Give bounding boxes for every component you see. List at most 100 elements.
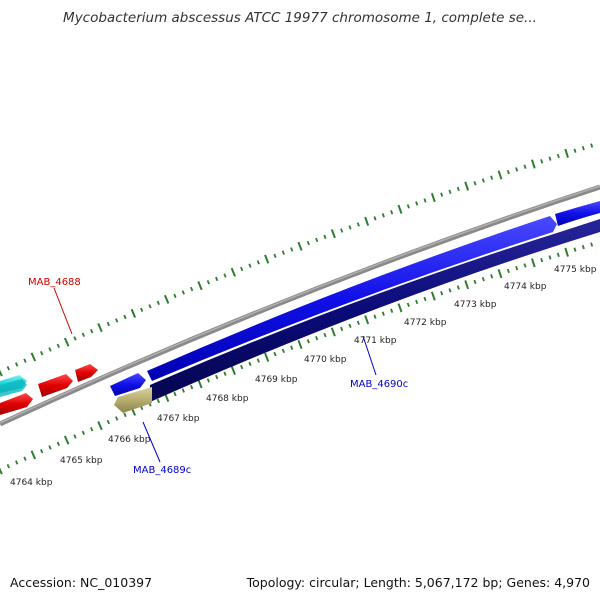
inner-ring-tick (573, 247, 577, 252)
outer-ring-tick (63, 337, 70, 347)
mab-4688-connector (53, 287, 73, 335)
gene-label-mab-4689c[interactable]: MAB_4689c (133, 465, 191, 476)
inner-ring-tick (348, 323, 352, 329)
gene-red-left-2[interactable] (38, 374, 73, 397)
outer-ring-tick (373, 216, 377, 221)
inner-ring-tick (290, 345, 294, 350)
inner-ring-tick (206, 378, 210, 383)
outer-ring-tick (430, 193, 436, 203)
inner-ring-tick (497, 269, 503, 279)
inner-ring-tick (330, 327, 336, 337)
inner-ring-tick (0, 467, 3, 475)
inner-ring-tick (464, 280, 470, 290)
outer-ring-tick (0, 369, 3, 377)
outer-ring-tick (448, 189, 452, 194)
tick-label-4770: 4770 kbp (304, 355, 347, 365)
inner-ring-tick (240, 364, 244, 370)
inner-ring-tick (106, 419, 110, 425)
inner-ring-tick (406, 302, 410, 308)
tick-label-4773: 4773 kbp (454, 300, 497, 310)
outer-ring-tick (23, 358, 27, 363)
outer-ring-tick (6, 366, 10, 371)
inner-ring-tick (364, 315, 370, 325)
gene-khaki-mab-4689c[interactable] (114, 387, 152, 413)
tick-label-4769: 4769 kbp (255, 375, 298, 385)
inner-ring-tick (390, 308, 394, 313)
inner-ring-tick (281, 348, 285, 354)
inner-tick-ring (0, 242, 594, 475)
outer-ring-tick (473, 181, 477, 186)
inner-ring-tick (97, 421, 103, 431)
tick-label-4765: 4765 kbp (60, 456, 103, 466)
gene-label-mab-4690c[interactable]: MAB_4690c (350, 379, 408, 390)
outer-ring-tick (540, 159, 544, 164)
inner-ring-tick (540, 257, 544, 263)
genome-summary-text: Topology: circular; Length: 5,067,172 bp… (246, 575, 590, 590)
inner-ring-tick (556, 252, 560, 258)
outer-ring-tick (406, 204, 410, 209)
gene-label-mab-4688[interactable]: MAB_4688 (28, 277, 81, 288)
gene-navy-mab-4690c[interactable] (150, 219, 600, 402)
inner-ring-tick (256, 358, 260, 363)
inner-ring-tick (173, 391, 177, 397)
tick-label-4771: 4771 kbp (354, 336, 397, 346)
outer-ring-tick (323, 234, 327, 239)
inner-ring-tick (223, 371, 227, 376)
outer-ring-tick (297, 241, 303, 251)
gene-blue-long[interactable] (147, 216, 557, 381)
inner-ring-tick (323, 332, 327, 338)
outer-ring-tick (190, 286, 194, 292)
gene-blue-small[interactable] (110, 373, 146, 396)
outer-ring-tick (173, 293, 177, 299)
tick-label-4764: 4764 kbp (10, 478, 53, 488)
outer-ring-tick (156, 300, 160, 306)
inner-ring-tick (30, 450, 37, 460)
tick-label-4766: 4766 kbp (108, 435, 151, 445)
outer-ring-tick (397, 204, 403, 214)
inner-ring-tick (181, 388, 185, 393)
outer-ring-tick (123, 314, 127, 320)
outer-ring-tick (281, 250, 285, 255)
outer-ring-tick (73, 336, 77, 341)
accession-text: Accession: NC_010397 (10, 575, 153, 590)
inner-ring-tick (340, 326, 344, 332)
inner-ring-tick (15, 460, 19, 465)
outer-ring-tick (573, 148, 577, 153)
inner-ring-tick (581, 244, 585, 250)
inner-ring-tick (156, 398, 160, 404)
outer-ring-tick (381, 213, 385, 218)
outer-ring-tick (481, 178, 485, 183)
outer-ring-tick (564, 148, 569, 158)
inner-ring-tick (481, 276, 485, 282)
inner-ring-tick (440, 291, 444, 296)
outer-ring-tick (206, 280, 210, 285)
outer-ring-tick (130, 308, 137, 318)
outer-ring-tick (40, 350, 44, 356)
inner-ring-tick (73, 434, 77, 439)
gene-red-left-3[interactable] (75, 364, 98, 382)
backbone-highlight (0, 185, 600, 424)
outer-ring-tick (390, 210, 394, 215)
outer-ring-tick (256, 260, 260, 265)
inner-ring-tick (506, 268, 510, 274)
outer-ring-tick (330, 229, 336, 239)
gene-cyan-left[interactable] (0, 375, 27, 397)
outer-ring-tick (148, 304, 152, 309)
outer-ring-tick (556, 153, 560, 159)
inner-ring-tick (123, 412, 127, 418)
inner-ring-tick (564, 247, 569, 257)
inner-ring-tick (40, 449, 44, 454)
outer-ring-tick (506, 169, 510, 175)
outer-ring-tick (497, 170, 503, 180)
inner-ring-tick (430, 291, 436, 301)
inner-ring-tick (315, 336, 319, 341)
gene-blue-right[interactable] (555, 201, 600, 226)
gene-red-left-1[interactable] (0, 393, 33, 415)
inner-ring-tick (423, 296, 427, 302)
outer-ring-tick (464, 181, 470, 191)
outer-ring-tick (490, 175, 494, 180)
outer-ring-tick (581, 145, 585, 151)
tick-label-4768: 4768 kbp (206, 394, 249, 404)
outer-ring-tick (515, 167, 519, 172)
